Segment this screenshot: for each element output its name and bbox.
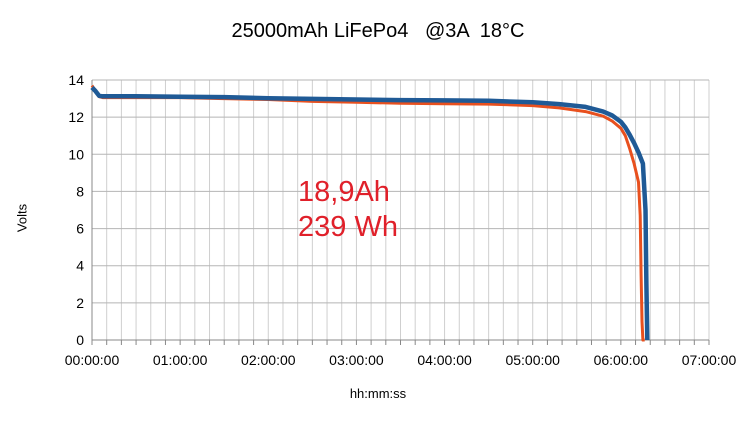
axes <box>91 80 710 345</box>
y-tick-label: 8 <box>76 183 84 199</box>
y-tick-labels: 0 2 4 6 8 10 12 14 <box>68 72 84 348</box>
y-tick-label: 4 <box>76 258 84 274</box>
x-tick-label: 05:00:00 <box>505 352 560 368</box>
x-tick-label: 07:00:00 <box>682 352 737 368</box>
energy-annotation: 239 Wh <box>298 211 398 243</box>
y-tick-label: 10 <box>68 146 84 162</box>
x-tick-label: 03:00:00 <box>329 352 384 368</box>
x-tick-labels: 00:00:00 01:00:00 02:00:00 03:00:00 04:00:00… <box>65 352 737 368</box>
x-tick-label: 00:00:00 <box>65 352 120 368</box>
y-tick-label: 14 <box>68 72 84 88</box>
x-tick-label: 04:00:00 <box>417 352 472 368</box>
x-tick-label: 01:00:00 <box>153 352 208 368</box>
series-lines <box>90 84 650 342</box>
chart-title: 25000mAh LiFePo4 @3A 18°C <box>231 20 525 42</box>
x-axis-label: hh:mm:ss <box>349 386 407 401</box>
y-tick-label: 2 <box>76 295 84 311</box>
series-line-2 <box>90 85 650 341</box>
x-tick-label: 06:00:00 <box>594 352 649 368</box>
capacity-annotation: 18,9Ah <box>298 176 390 208</box>
x-tick-label: 02:00:00 <box>241 352 296 368</box>
y-tick-label: 0 <box>76 332 84 348</box>
y-tick-label: 6 <box>76 221 84 237</box>
grid <box>91 79 710 341</box>
y-tick-label: 12 <box>68 109 84 125</box>
